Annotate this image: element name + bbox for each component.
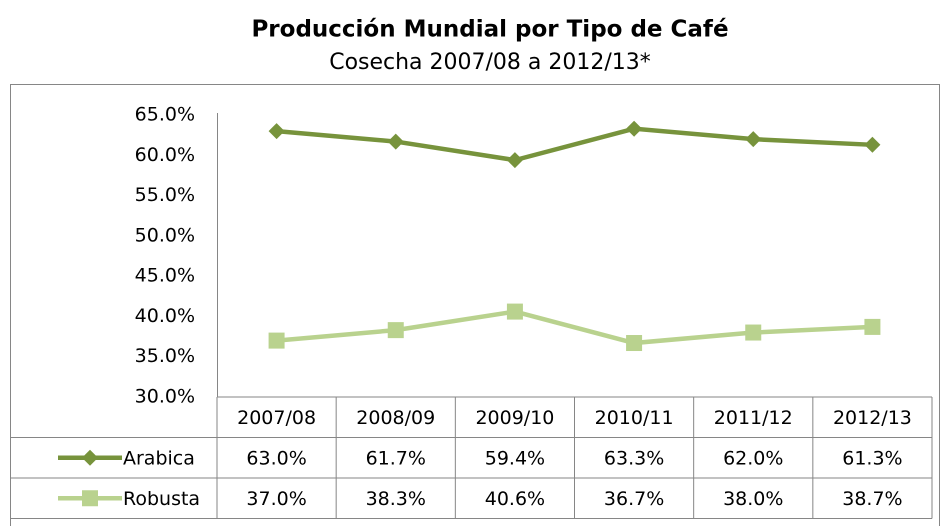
table-value: 61.7%	[366, 447, 426, 469]
table-value: 61.3%	[842, 447, 902, 469]
y-tick-label: 35.0%	[135, 345, 195, 367]
marker	[745, 131, 762, 148]
marker	[82, 490, 98, 507]
y-tick-label: 60.0%	[135, 144, 195, 166]
y-tick-label: 50.0%	[135, 224, 195, 246]
marker	[387, 133, 404, 150]
y-tick-label: 65.0%	[135, 104, 195, 126]
table-value: 37.0%	[246, 488, 306, 510]
table-value: 40.6%	[485, 488, 545, 510]
marker	[864, 136, 881, 153]
marker	[864, 318, 881, 335]
legend-label: Arabica	[123, 447, 195, 469]
table-value: 38.0%	[723, 488, 783, 510]
chart-title: Producción Mundial por Tipo de Café	[251, 17, 728, 43]
marker	[626, 335, 643, 352]
y-tick-label: 55.0%	[135, 184, 195, 206]
x-tick-label: 2009/10	[475, 407, 554, 429]
legend-label: Robusta	[123, 488, 200, 510]
table-value: 38.3%	[366, 488, 426, 510]
table-value: 63.3%	[604, 447, 664, 469]
table-value: 63.0%	[246, 447, 306, 469]
y-tick-label: 30.0%	[135, 386, 195, 408]
table-value: 38.7%	[842, 488, 902, 510]
x-tick-label: 2012/13	[833, 407, 912, 429]
marker	[626, 120, 643, 137]
y-tick-label: 45.0%	[135, 265, 195, 287]
marker	[745, 324, 762, 341]
table-value: 36.7%	[604, 488, 664, 510]
marker	[268, 332, 285, 349]
marker	[82, 449, 98, 466]
chart-subtitle: Cosecha 2007/08 a 2012/13*	[329, 50, 651, 75]
x-tick-label: 2011/12	[714, 407, 793, 429]
marker	[268, 123, 285, 140]
y-tick-label: 40.0%	[135, 305, 195, 327]
chart-border	[10, 84, 940, 526]
marker	[387, 322, 404, 339]
series-line	[276, 126, 873, 163]
series-line	[276, 309, 873, 346]
x-tick-label: 2010/11	[595, 407, 674, 429]
table-value: 59.4%	[485, 447, 545, 469]
x-tick-label: 2008/09	[356, 407, 435, 429]
x-tick-label: 2007/08	[237, 407, 316, 429]
marker	[506, 152, 523, 169]
table-value: 62.0%	[723, 447, 783, 469]
marker	[506, 303, 523, 320]
